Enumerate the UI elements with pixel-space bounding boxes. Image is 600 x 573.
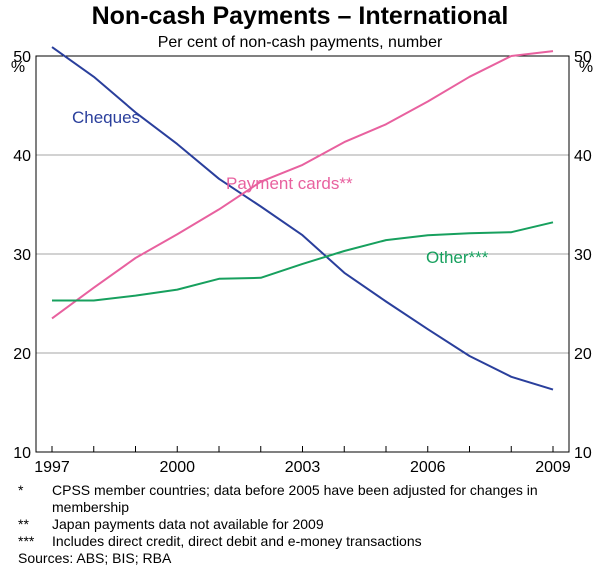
y-tick-label-left: 50 — [13, 49, 31, 66]
y-tick-label-left: 20 — [13, 346, 31, 363]
footnote-2: ** Japan payments data not available for… — [18, 516, 588, 533]
chart-subtitle: Per cent of non-cash payments, number — [158, 34, 443, 51]
y-tick-label-left: 40 — [13, 148, 31, 165]
y-tick-label-left: 10 — [13, 445, 31, 462]
y-tick-label-right: 30 — [574, 247, 592, 264]
sources: Sources: ABS; BIS; RBA — [18, 550, 172, 566]
x-tick-label-2000: 2000 — [159, 459, 195, 476]
series-lines — [51, 46, 554, 391]
y-tick-label-left: 30 — [13, 247, 31, 264]
footnote-text: Japan payments data not available for 20… — [52, 516, 324, 532]
y-unit-left: % — [11, 59, 25, 76]
series-label-cheques: Cheques — [72, 108, 140, 127]
x-tick-label-2003: 2003 — [285, 459, 321, 476]
footnote-text: CPSS member countries; data before 2005 … — [52, 482, 538, 515]
footnote-marker: *** — [18, 533, 35, 549]
y-tick-label-right: 40 — [574, 148, 592, 165]
y-tick-label-right: 20 — [574, 346, 592, 363]
axes-ticks: 10 10 20 20 30 30 40 40 50 50 1997 2000 2003 2006 2009 — [13, 49, 592, 476]
footnote-1: * CPSS member countries; data before 200… — [18, 482, 588, 516]
footnotes: * CPSS member countries; data before 200… — [18, 482, 588, 567]
x-tick-label-2006: 2006 — [410, 459, 446, 476]
footnote-marker: ** — [18, 516, 29, 532]
footnote-3: *** Includes direct credit, direct debit… — [18, 533, 588, 550]
x-tick-label-1997: 1997 — [34, 459, 70, 476]
chart-title: Non-cash Payments – International — [92, 2, 509, 30]
footnote-marker: * — [18, 482, 24, 498]
footnote-text: Includes direct credit, direct debit and… — [52, 533, 422, 549]
series-label-payment-cards: Payment cards** — [226, 174, 353, 193]
y-unit-right: % — [579, 59, 593, 76]
line-chart: Non-cash Payments – International Per ce… — [11, 2, 593, 476]
gridlines — [36, 154, 569, 354]
series-line-2 — [52, 221, 554, 302]
series-line-0 — [51, 46, 554, 391]
y-tick-label-right: 50 — [574, 49, 592, 66]
series-line-1 — [51, 50, 554, 320]
y-tick-label-right: 10 — [574, 445, 592, 462]
series-label-other: Other*** — [426, 248, 489, 267]
x-tick-label-2009: 2009 — [535, 459, 571, 476]
